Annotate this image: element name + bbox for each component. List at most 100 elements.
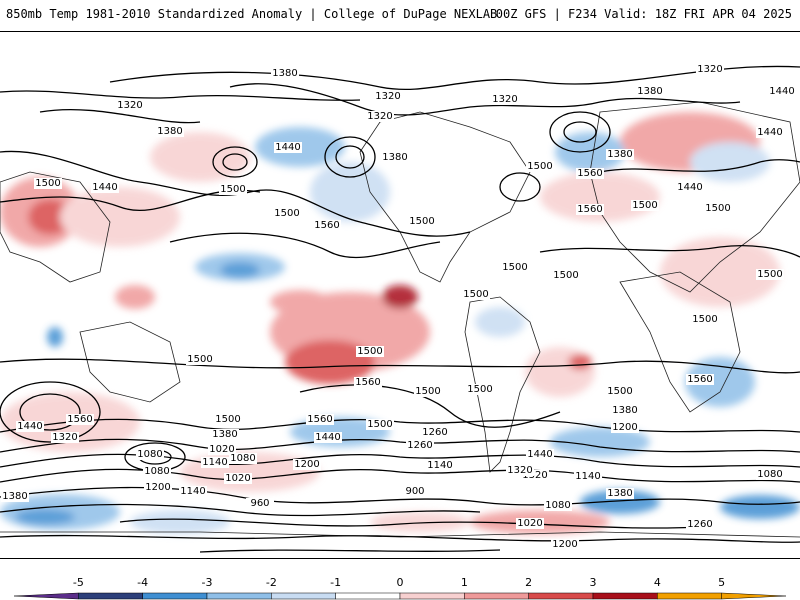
contour-label: 1500 [367, 419, 392, 430]
contour-label: 1560 [307, 414, 332, 425]
contour-label: 1440 [92, 182, 117, 193]
anomaly-map: 1380 1320 1320 1320 1320 1380 1380 1320 1380 1440… [0, 31, 800, 559]
contour-label-bg [374, 91, 402, 102]
contour-label-bg [691, 314, 719, 325]
contour-label-bg [51, 432, 79, 443]
contour-label: 1020 [225, 473, 250, 484]
colorbar-swatches [13, 592, 787, 600]
contour-label: 1500 [463, 289, 488, 300]
contour-label-bg [91, 182, 119, 193]
contour-label: 1260 [687, 519, 712, 530]
contour-label: 1500 [187, 354, 212, 365]
contour-label-bg [314, 432, 342, 443]
contour-label-bg [144, 482, 172, 493]
contour-label: 1380 [157, 126, 182, 137]
colorbar-tick-label: -4 [137, 576, 149, 589]
map-title: 850mb Temp 1981-2010 Standardized Anomal… [6, 7, 498, 21]
contour-label-bg [34, 178, 62, 189]
contour-label-bg [306, 414, 334, 425]
contour-label-bg [208, 444, 236, 455]
colorbar-tick-label: 4 [653, 576, 661, 589]
contour-label: 1320 [507, 465, 532, 476]
contour-label-bg [313, 220, 341, 231]
contour-label-bg [224, 473, 252, 484]
colorbar-tick-label: -3 [201, 576, 213, 589]
colorbar [13, 592, 787, 600]
contour-label: 1500 [632, 200, 657, 211]
contour-label-bg [526, 161, 554, 172]
contour-label-bg [366, 111, 394, 122]
contour-label-bg [116, 100, 144, 111]
contour-label: 1500 [692, 314, 717, 325]
contour-label-bg [611, 422, 639, 433]
contour-label-bg [186, 354, 214, 365]
contour-label-bg [606, 149, 634, 160]
colorbar-segment [528, 592, 594, 600]
colorbar-segment [78, 592, 143, 600]
contour-label-bg [521, 470, 549, 481]
contour-label: 1560 [577, 204, 602, 215]
contour-label-bg [426, 460, 454, 471]
contour-label-bg [631, 200, 659, 211]
colorbar-segment [399, 592, 465, 600]
contour-label: 1380 [637, 86, 662, 97]
contour-label: 1080 [137, 449, 162, 460]
colorbar-tick-label: 2 [525, 576, 533, 589]
contour-label: 1500 [220, 184, 245, 195]
contour-label-bg [574, 471, 602, 482]
contour-label: 1440 [315, 432, 340, 443]
contour-label-bg [366, 419, 394, 430]
contour-label: 1500 [607, 386, 632, 397]
contour-label-bg [491, 94, 519, 105]
contour-label-bg [273, 208, 301, 219]
contour-label-bg [16, 421, 44, 432]
colorbar-segment [335, 592, 401, 600]
contour-label-bg [219, 184, 247, 195]
contour-label: 1500 [553, 270, 578, 281]
contour-label-bg [676, 182, 704, 193]
model-valid-time: 00Z GFS | F234 Valid: 18Z FRI APR 04 202… [495, 7, 792, 21]
contour-label: 1440 [527, 449, 552, 460]
colorbar-tick-label: 0 [396, 576, 404, 589]
contour-label-bg [756, 469, 784, 480]
contour-label: 1440 [769, 86, 794, 97]
contour-label: 900 [405, 486, 424, 497]
contour-label: 1500 [415, 386, 440, 397]
contour-label-bg [246, 498, 274, 509]
contour-label-bg [136, 449, 164, 460]
contour-label: 1500 [274, 208, 299, 219]
contour-label: 1560 [67, 414, 92, 425]
contour-label-bg [606, 386, 634, 397]
contour-label: 1380 [2, 491, 27, 502]
contour-label: 1260 [422, 427, 447, 438]
contour-label-bg [544, 500, 572, 511]
contour-label: 1320 [522, 470, 547, 481]
contour-label: 1140 [427, 460, 452, 471]
contour-label: 1500 [35, 178, 60, 189]
contour-label-bg [421, 427, 449, 438]
contour-label: 1320 [375, 91, 400, 102]
colorbar-tick-label: -5 [72, 576, 84, 589]
contour-label-bg [229, 453, 257, 464]
contour-label-bg [551, 539, 579, 550]
contour-label-bg [611, 405, 639, 416]
contour-label-bg [143, 466, 171, 477]
contour-label-bg [179, 486, 207, 497]
contour-label: 1080 [545, 500, 570, 511]
contour-label-bg [381, 152, 409, 163]
contour-label: 1020 [209, 444, 234, 455]
contour-label-bg [526, 449, 554, 460]
contour-label: 1380 [607, 149, 632, 160]
contour-label: 1320 [52, 432, 77, 443]
contour-label: 1200 [294, 459, 319, 470]
height-contours [0, 65, 800, 553]
colorbar-segment [142, 592, 208, 600]
contour-label-bg [686, 374, 714, 385]
contour-label: 1440 [275, 142, 300, 153]
contour-label-bg [696, 64, 724, 75]
colorbar-segment [592, 592, 658, 600]
contour-label-bg [66, 414, 94, 425]
contour-label: 1080 [230, 453, 255, 464]
contour-label: 1380 [212, 429, 237, 440]
